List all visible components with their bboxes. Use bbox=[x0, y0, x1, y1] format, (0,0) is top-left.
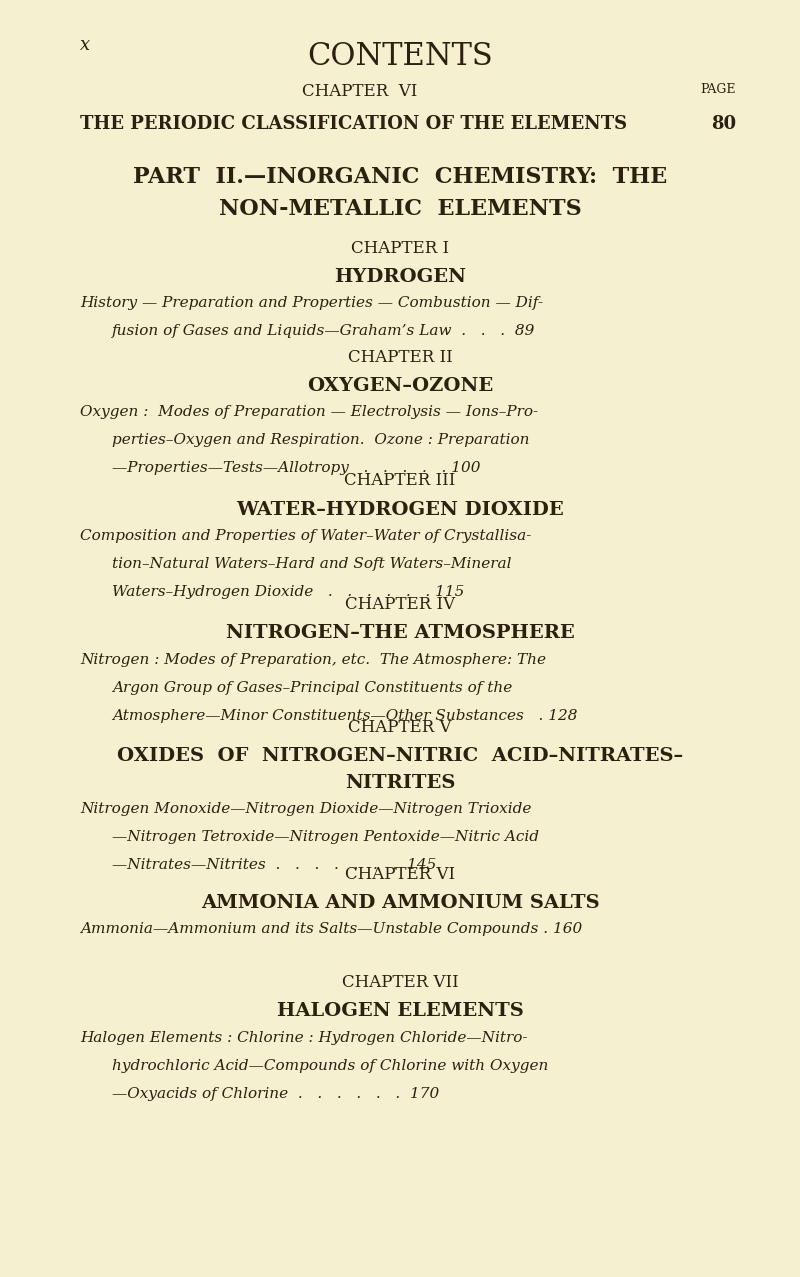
Text: OXYGEN–OZONE: OXYGEN–OZONE bbox=[307, 377, 493, 395]
Text: 80: 80 bbox=[711, 115, 736, 133]
Text: CHAPTER III: CHAPTER III bbox=[344, 472, 456, 489]
Text: x: x bbox=[80, 36, 90, 54]
Text: Nitrogen Monoxide—Nitrogen Dioxide—Nitrogen Trioxide: Nitrogen Monoxide—Nitrogen Dioxide—Nitro… bbox=[80, 802, 531, 816]
Text: THE PERIODIC CLASSIFICATION OF THE ELEMENTS: THE PERIODIC CLASSIFICATION OF THE ELEME… bbox=[80, 115, 627, 133]
Text: WATER–HYDROGEN DIOXIDE: WATER–HYDROGEN DIOXIDE bbox=[236, 501, 564, 518]
Text: —Nitrogen Tetroxide—Nitrogen Pentoxide—Nitric Acid: —Nitrogen Tetroxide—Nitrogen Pentoxide—N… bbox=[112, 830, 539, 844]
Text: Nitrogen : Modes of Preparation, etc.  The Atmosphere: The: Nitrogen : Modes of Preparation, etc. Th… bbox=[80, 653, 546, 667]
Text: —Properties—Tests—Allotropy   .   .   .   .   . 100: —Properties—Tests—Allotropy . . . . . 10… bbox=[112, 461, 481, 475]
Text: Waters–Hydrogen Dioxide   .   .   .   .   .   . 115: Waters–Hydrogen Dioxide . . . . . . 115 bbox=[112, 585, 464, 599]
Text: —Oxyacids of Chlorine  .   .   .   .   .   .  170: —Oxyacids of Chlorine . . . . . . 170 bbox=[112, 1087, 439, 1101]
Text: CHAPTER  VI: CHAPTER VI bbox=[302, 83, 418, 100]
Text: HALOGEN ELEMENTS: HALOGEN ELEMENTS bbox=[277, 1002, 523, 1020]
Text: CHAPTER II: CHAPTER II bbox=[348, 349, 452, 365]
Text: Ammonia—Ammonium and its Salts—Unstable Compounds . 160: Ammonia—Ammonium and its Salts—Unstable … bbox=[80, 922, 582, 936]
Text: CHAPTER IV: CHAPTER IV bbox=[345, 596, 455, 613]
Text: NON-METALLIC  ELEMENTS: NON-METALLIC ELEMENTS bbox=[218, 198, 582, 220]
Text: OXIDES  OF  NITROGEN–NITRIC  ACID–NITRATES–: OXIDES OF NITROGEN–NITRIC ACID–NITRATES– bbox=[117, 747, 683, 765]
Text: AMMONIA AND AMMONIUM SALTS: AMMONIA AND AMMONIUM SALTS bbox=[201, 894, 599, 912]
Text: CHAPTER I: CHAPTER I bbox=[351, 240, 449, 257]
Text: tion–Natural Waters–Hard and Soft Waters–Mineral: tion–Natural Waters–Hard and Soft Waters… bbox=[112, 557, 511, 571]
Text: CONTENTS: CONTENTS bbox=[307, 41, 493, 72]
Text: Oxygen :  Modes of Preparation — Electrolysis — Ions–Pro-: Oxygen : Modes of Preparation — Electrol… bbox=[80, 405, 538, 419]
Text: Composition and Properties of Water–Water of Crystallisa-: Composition and Properties of Water–Wate… bbox=[80, 529, 531, 543]
Text: Argon Group of Gases–Principal Constituents of the: Argon Group of Gases–Principal Constitue… bbox=[112, 681, 512, 695]
Text: perties–Oxygen and Respiration.  Ozone : Preparation: perties–Oxygen and Respiration. Ozone : … bbox=[112, 433, 530, 447]
Text: Halogen Elements : Chlorine : Hydrogen Chloride—Nitro-: Halogen Elements : Chlorine : Hydrogen C… bbox=[80, 1031, 527, 1045]
Text: CHAPTER VII: CHAPTER VII bbox=[342, 974, 458, 991]
Text: fusion of Gases and Liquids—Graham’s Law  .   .   .  89: fusion of Gases and Liquids—Graham’s Law… bbox=[112, 324, 535, 338]
Text: Atmosphere—Minor Constituents—Other Substances   . 128: Atmosphere—Minor Constituents—Other Subs… bbox=[112, 709, 578, 723]
Text: PART  II.—INORGANIC  CHEMISTRY:  THE: PART II.—INORGANIC CHEMISTRY: THE bbox=[133, 166, 667, 188]
Text: NITRITES: NITRITES bbox=[345, 774, 455, 792]
Text: hydrochloric Acid—Compounds of Chlorine with Oxygen: hydrochloric Acid—Compounds of Chlorine … bbox=[112, 1059, 548, 1073]
Text: CHAPTER V: CHAPTER V bbox=[348, 719, 452, 736]
Text: CHAPTER VI: CHAPTER VI bbox=[345, 866, 455, 882]
Text: History — Preparation and Properties — Combustion — Dif-: History — Preparation and Properties — C… bbox=[80, 296, 543, 310]
Text: HYDROGEN: HYDROGEN bbox=[334, 268, 466, 286]
Text: —Nitrates—Nitrites  .   .   .   .   .   .   .  145: —Nitrates—Nitrites . . . . . . . 145 bbox=[112, 858, 436, 872]
Text: PAGE: PAGE bbox=[701, 83, 736, 96]
Text: NITROGEN–THE ATMOSPHERE: NITROGEN–THE ATMOSPHERE bbox=[226, 624, 574, 642]
